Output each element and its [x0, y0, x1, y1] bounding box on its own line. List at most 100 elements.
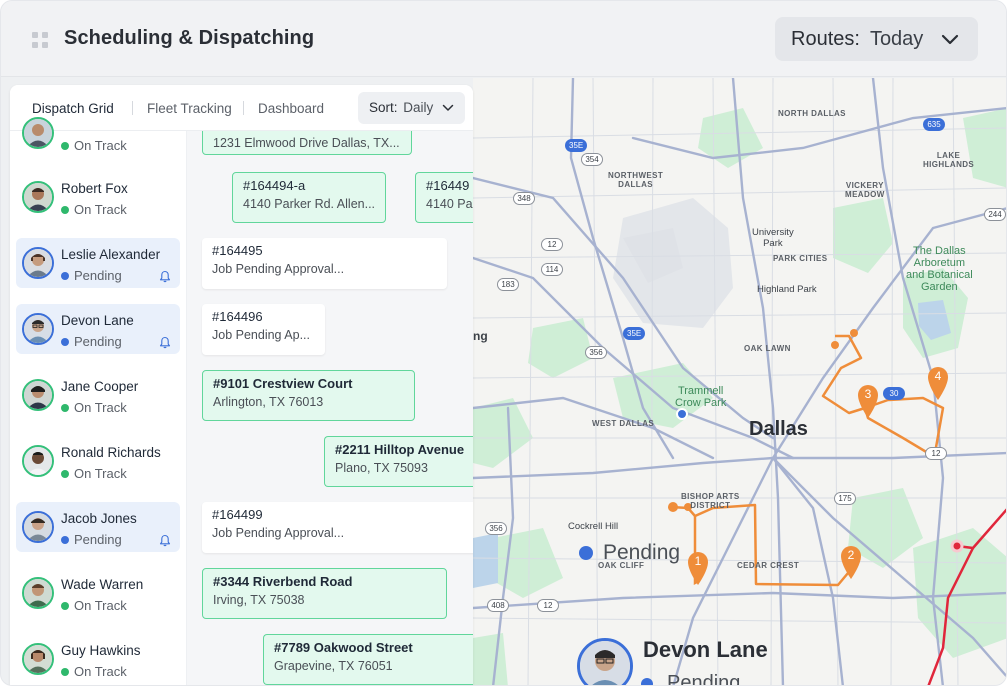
- technician-status: On Track: [61, 400, 127, 415]
- technician-name: Leslie Alexander: [61, 247, 161, 262]
- highway-shield: 244: [984, 208, 1006, 221]
- avatar: [22, 643, 54, 675]
- technician-status: On Track: [61, 466, 127, 481]
- routes-dropdown[interactable]: Routes: Today: [775, 17, 978, 61]
- highway-shield: 35E: [623, 327, 646, 340]
- map-pending-label: Pending: [603, 541, 681, 564]
- job-card[interactable]: #164496 Job Pending Ap...: [202, 304, 325, 355]
- highway-shield: 12: [925, 447, 947, 460]
- map-label-oak-lawn: OAK LAWN: [744, 344, 791, 353]
- highway-shield: 35E: [565, 139, 588, 152]
- technician-status: On Track: [61, 598, 127, 613]
- job-address: Grapevine, TX 76051: [274, 659, 393, 673]
- avatar: [22, 313, 54, 345]
- tab-fleet-tracking[interactable]: Fleet Tracking: [147, 101, 232, 116]
- technician-status: On Track: [61, 202, 127, 217]
- job-card[interactable]: #16449 4140 Pa: [415, 172, 473, 223]
- map-city-label: Dallas: [749, 418, 808, 440]
- sort-label: Sort:: [369, 100, 398, 115]
- map-label-vickery-meadow: VICKERY MEADOW: [845, 181, 885, 199]
- highway-shield: 114: [541, 263, 563, 276]
- highway-shield: 635: [923, 118, 945, 131]
- job-title: #164496: [212, 309, 263, 324]
- person-avatar-icon: [24, 119, 52, 147]
- route-marker[interactable]: 2: [839, 544, 863, 580]
- technician-status: On Track: [61, 138, 127, 153]
- driver-status-label: Pending: [667, 672, 741, 686]
- job-card[interactable]: #164495 Job Pending Approval...: [202, 238, 447, 289]
- highway-shield: 354: [581, 153, 603, 166]
- route-marker-number: 1: [694, 554, 702, 568]
- job-address: Job Pending Approval...: [212, 262, 345, 276]
- job-address: 4140 Pa: [426, 197, 473, 211]
- job-card[interactable]: 1231 Elmwood Drive Dallas, TX...: [202, 131, 412, 155]
- sort-dropdown[interactable]: Sort: Daily: [358, 92, 465, 124]
- bell-icon[interactable]: [159, 336, 171, 349]
- technician-row[interactable]: Devon Lane Pending: [16, 304, 180, 354]
- map-label-trammell: Trammell Crow Park: [675, 385, 727, 409]
- tab-divider: [243, 101, 244, 115]
- route-marker[interactable]: 1: [686, 550, 710, 586]
- job-card[interactable]: #3344 Riverbend Road Irving, TX 75038: [202, 568, 447, 619]
- routes-label: Routes:: [791, 27, 860, 50]
- technician-row[interactable]: On Track: [16, 108, 180, 158]
- technician-name: Guy Hawkins: [61, 643, 141, 658]
- dispatch-panel: Dispatch Grid Fleet Tracking Dashboard S…: [10, 85, 473, 685]
- job-address: 4140 Parker Rd. Allen...: [243, 197, 376, 211]
- technician-status: Pending: [61, 334, 122, 349]
- chevron-down-icon: [941, 34, 959, 45]
- bell-icon[interactable]: [159, 534, 171, 547]
- technician-row[interactable]: Wade Warren On Track: [16, 568, 180, 618]
- route-marker[interactable]: 3: [856, 383, 880, 419]
- technician-row[interactable]: Guy Hawkins On Track: [16, 634, 180, 684]
- job-title: #9101 Crestview Court: [213, 376, 353, 391]
- person-avatar-icon: [24, 447, 52, 475]
- technician-row[interactable]: Robert Fox On Track: [16, 172, 180, 222]
- chevron-down-icon: [442, 104, 454, 111]
- map-label-oak-cliff: OAK CLIFF: [598, 561, 645, 570]
- technician-row[interactable]: Jane Cooper On Track: [16, 370, 180, 420]
- job-title: #16449: [426, 178, 470, 193]
- bell-icon[interactable]: [159, 270, 171, 283]
- job-card[interactable]: #9101 Crestview Court Arlington, TX 7601…: [202, 370, 415, 421]
- technician-row[interactable]: Ronald Richards On Track: [16, 436, 180, 486]
- technician-row[interactable]: Leslie Alexander Pending: [16, 238, 180, 288]
- avatar: [22, 511, 54, 543]
- map-pin-icon: [688, 552, 708, 585]
- person-avatar-icon: [24, 513, 52, 541]
- drag-handle-icon[interactable]: [32, 32, 48, 48]
- driver-avatar[interactable]: [577, 638, 633, 685]
- technician-name: Ronald Richards: [61, 445, 161, 460]
- avatar: [22, 445, 54, 477]
- job-address: Plano, TX 75093: [335, 461, 428, 475]
- technician-name: Jane Cooper: [61, 379, 139, 394]
- route-marker[interactable]: 4: [926, 365, 950, 401]
- job-address: Job Pending Ap...: [212, 328, 310, 342]
- map-label-lake-highlands: LAKE HIGHLANDS: [923, 151, 975, 169]
- sort-value: Daily: [403, 100, 434, 115]
- app-header: Scheduling & Dispatching Routes: Today: [1, 1, 1006, 77]
- map-canvas: [473, 78, 1006, 685]
- map-pin-icon: [928, 367, 948, 400]
- technician-row[interactable]: Jacob Jones Pending: [16, 502, 180, 552]
- tab-dashboard[interactable]: Dashboard: [258, 101, 325, 116]
- person-avatar-icon: [24, 183, 52, 211]
- map-view[interactable]: NORTH DALLAS NORTHWEST DALLAS LAKE HIGHL…: [473, 78, 1006, 686]
- person-avatar-icon: [24, 381, 52, 409]
- highway-shield: 348: [513, 192, 535, 205]
- job-card[interactable]: #7789 Oakwood Street Grapevine, TX 76051: [263, 634, 473, 685]
- highway-shield: 408: [487, 599, 509, 612]
- tab-dispatch-grid[interactable]: Dispatch Grid: [32, 101, 114, 116]
- job-card[interactable]: #2211 Hilltop Avenue Plano, TX 75093: [324, 436, 473, 487]
- highway-shield: 175: [834, 492, 856, 505]
- map-label-north-dallas: NORTH DALLAS: [778, 109, 846, 118]
- tab-divider: [132, 101, 133, 115]
- job-title: #7789 Oakwood Street: [274, 640, 413, 655]
- job-card[interactable]: #164494-a 4140 Parker Rd. Allen...: [232, 172, 386, 223]
- job-title: #2211 Hilltop Avenue: [335, 442, 465, 457]
- job-title: #3344 Riverbend Road: [213, 574, 353, 589]
- highway-shield: 183: [497, 278, 519, 291]
- job-card[interactable]: #164499 Job Pending Approval...: [202, 502, 473, 553]
- highway-shield: 356: [585, 346, 607, 359]
- job-address: 1231 Elmwood Drive Dallas, TX...: [213, 136, 400, 150]
